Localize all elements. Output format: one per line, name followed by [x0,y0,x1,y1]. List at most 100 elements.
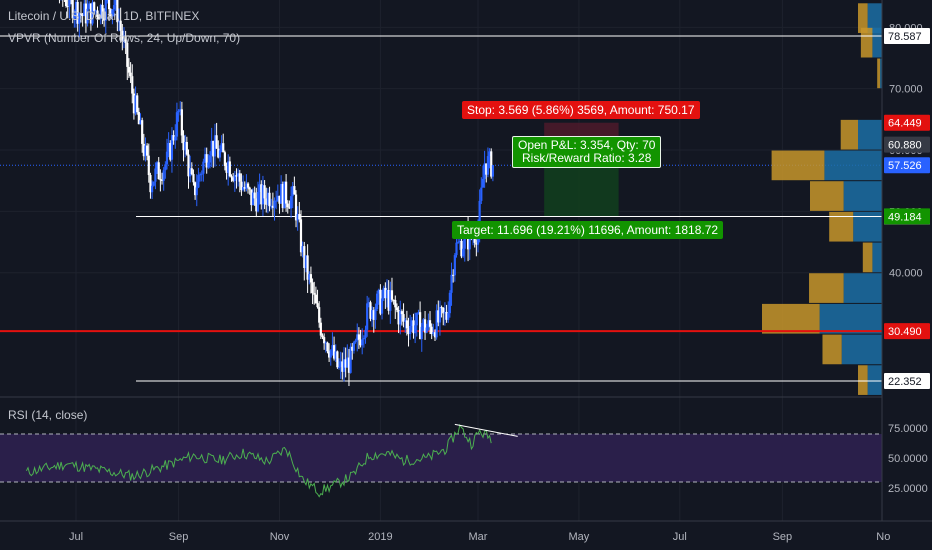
volume-profile-down-bar [822,334,842,365]
candle-body [437,310,440,323]
candle-body [414,325,417,334]
candle-body [150,185,154,193]
candle-body [68,0,71,7]
candle-body [265,198,268,205]
candle-body [420,326,423,340]
time-tick-label: Sep [169,531,189,543]
candle-body [417,312,420,314]
candle-body [409,326,412,335]
candle-body [200,173,203,175]
candle-body [94,10,97,12]
candle-body [172,135,175,141]
volume-profile-down-bar [858,365,868,395]
candle-body [137,112,140,125]
volume-profile-up-bar [843,181,882,211]
time-tick-label: 2019 [368,531,392,543]
candle-body [250,189,253,206]
candle-body [475,242,478,245]
candle-body [86,8,89,24]
candle-body [84,3,88,24]
candle-body [169,142,172,160]
candle-body [303,246,306,268]
candle-body [486,156,490,175]
candle-body [339,361,342,368]
candle-body [64,0,68,6]
candle-body [440,307,443,309]
candlestick-series [58,0,494,387]
candle-body [298,214,301,220]
price-tag-label: 57.526 [888,160,922,172]
candle-body [308,274,311,280]
candle-body [423,319,427,333]
volume-profile-up-bar [872,242,882,273]
candle-body [491,165,494,177]
candle-body [374,309,377,320]
candle-body [202,161,205,174]
time-tick-label: Sep [773,531,793,543]
price-tag-box [884,373,930,389]
candle-body [205,154,208,168]
volume-profile-down-bar [810,181,844,211]
volume-profile-up-bar [841,334,882,365]
price-tag-box [884,136,930,153]
volume-profile-up-bar [867,365,882,395]
candle-body [194,182,197,196]
candle-body [117,20,121,23]
candle-body [126,42,129,67]
take-profit-label[interactable]: Target: 11.696 (19.21%) 11696, Amount: 1… [452,221,724,239]
candle-body [89,3,92,24]
candle-body [73,14,76,19]
candle-body [79,13,83,15]
rsi-line [25,423,492,498]
candle-body [280,184,283,204]
candle-body [372,310,375,320]
candle-body [336,351,339,368]
candle-body [190,168,193,175]
candle-body [306,255,309,280]
candle-body [243,187,246,189]
candle-body [415,312,418,326]
candle-body [266,192,270,205]
candle-body [318,307,321,323]
candle-body [174,136,177,141]
candle-body [346,357,349,368]
candle-body [316,303,319,308]
price-tag-label: 64.449 [888,118,922,130]
candle-body [91,2,94,24]
candle-body [142,143,145,157]
horizontal-lines[interactable] [0,35,882,382]
candle-body [364,329,367,338]
candle-body [268,192,271,207]
candle-body [251,192,255,206]
candle-body [149,175,152,193]
candle-body [177,110,180,113]
candle-body [400,311,404,315]
candle-body [170,135,174,160]
candle-body [405,320,408,329]
candle-body [359,339,362,346]
stop-loss-label[interactable]: Stop: 3.569 (5.86%) 3569, Amount: 750.17 [462,101,700,119]
position-info-label[interactable]: Open P&L: 3.354, Qty: 70 Risk/Reward Rat… [512,136,662,168]
candle-body [157,162,160,180]
candle-body [261,185,265,205]
candle-body [258,184,261,193]
candle-body [455,242,458,256]
price-tag-label: 22.352 [888,376,922,388]
candle-body [351,346,354,351]
candle-body [284,181,288,204]
time-tick-label: May [569,531,590,543]
candle-body [276,195,279,201]
candle-body [485,163,488,175]
candle-body [387,289,390,311]
volume-profile-down-bar [862,242,873,273]
candle-body [337,367,341,369]
candle-body [342,359,346,372]
candle-body [311,282,314,294]
candle-body [131,76,134,94]
candle-body [483,163,486,179]
candle-body [263,185,266,199]
candle-body [443,311,447,314]
candle-body [134,95,137,114]
